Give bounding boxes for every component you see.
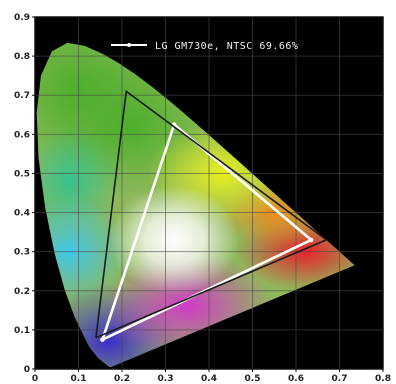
y-tick-label: 0.2: [14, 287, 30, 297]
gamut-triangles: [95, 90, 328, 342]
legend-label: LG GM730e, NTSC 69.66%: [155, 41, 298, 52]
legend: LG GM730e, NTSC 69.66%: [111, 41, 298, 52]
y-tick-label: 0.8: [14, 52, 30, 62]
x-tick-label: 0.3: [158, 374, 174, 384]
x-tick-label: 0.6: [288, 374, 304, 384]
y-tick-label: 0.1: [14, 326, 30, 336]
x-tick-label: 0: [32, 374, 38, 384]
x-tick-label: 0.5: [245, 374, 261, 384]
axes: 0 0.1 0.2 0.3 0.4 0.5 0.6 0.7 0.8 0 0.1 0.2 0.3 0.4 0.…: [14, 13, 391, 384]
y-tick-label: 0.5: [14, 169, 30, 179]
y-tick-label: 0: [24, 365, 30, 375]
x-tick-label: 0.7: [332, 374, 348, 384]
gamut-vertex-point: [309, 237, 314, 243]
x-tick-label: 0.4: [201, 374, 217, 384]
x-tick-label: 0.2: [114, 374, 130, 384]
y-tick-label: 0.6: [14, 130, 30, 140]
gamut-triangle-ntsc: [95, 90, 328, 339]
x-tick-label: 0.8: [375, 374, 391, 384]
y-tick-label: 0.4: [14, 209, 30, 219]
y-tick-label: 0.3: [14, 248, 30, 258]
white-point-region: [108, 185, 240, 295]
x-tick-label: 0.1: [71, 374, 87, 384]
gamut-vertex-point: [100, 337, 105, 342]
y-tick-label: 0.7: [14, 91, 30, 101]
legend-line-marker: [127, 43, 131, 47]
y-tick-label: 0.9: [14, 13, 30, 23]
